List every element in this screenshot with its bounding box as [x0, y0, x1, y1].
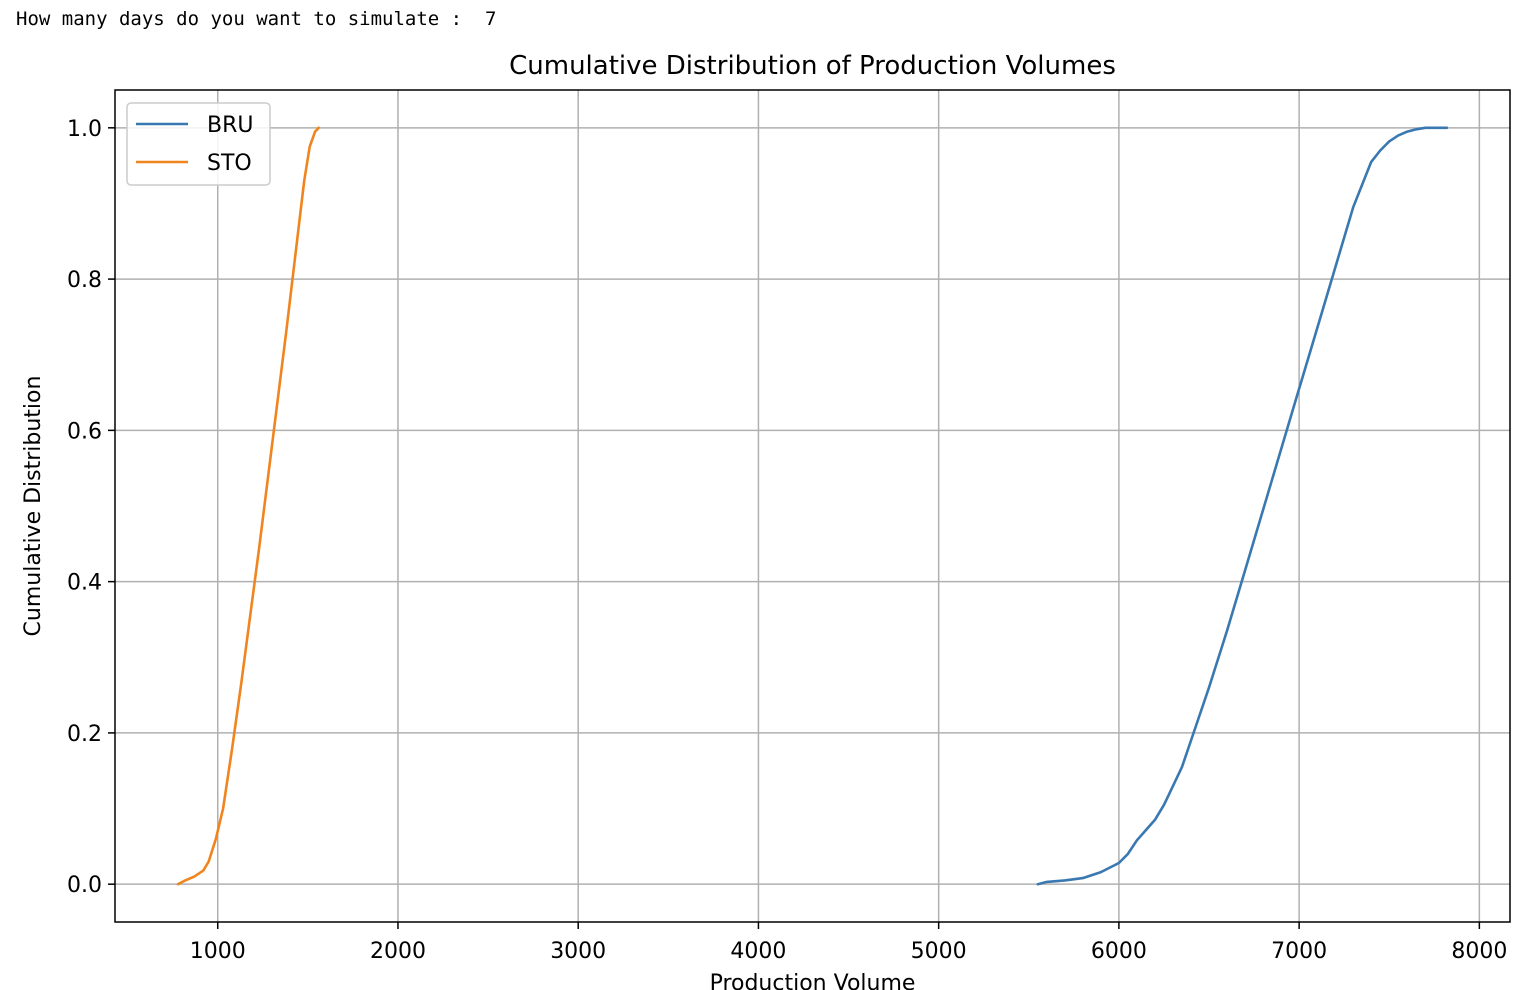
- x-tick-label: 8000: [1451, 939, 1507, 964]
- y-tick-label: 1.0: [67, 117, 102, 142]
- x-tick-label: 2000: [370, 939, 426, 964]
- tick-layer: 1000 2000 3000 4000 5000 6000 7000 8000 0.0 0.2 0.…: [67, 117, 1507, 964]
- y-tick-label: 0.4: [67, 571, 102, 596]
- legend: BRU STO: [126, 102, 271, 186]
- series-line-sto: [176, 126, 321, 886]
- legend-label-bru: BRU: [207, 113, 253, 138]
- x-axis-label: Production Volume: [710, 971, 916, 990]
- grid-layer: [115, 90, 1510, 922]
- y-tick-label: 0.6: [67, 419, 102, 444]
- y-tick-label: 0.8: [67, 268, 102, 293]
- y-axis-label: Cumulative Distribution: [21, 376, 46, 637]
- chart-title: Cumulative Distribution of Production Vo…: [509, 51, 1116, 81]
- series-layer: [176, 126, 1449, 886]
- y-tick-label: 0.0: [67, 873, 102, 898]
- x-tick-label: 6000: [1091, 939, 1147, 964]
- x-tick-label: 3000: [550, 939, 606, 964]
- x-tick-label: 1000: [190, 939, 246, 964]
- x-tick-label: 5000: [911, 939, 967, 964]
- x-tick-label: 4000: [730, 939, 786, 964]
- prompt-text: How many days do you want to simulate :: [16, 8, 463, 30]
- y-tick-label: 0.2: [67, 722, 102, 747]
- input-prompt: How many days do you want to simulate : …: [16, 8, 496, 30]
- prompt-value: 7: [485, 8, 497, 30]
- x-tick-label: 7000: [1271, 939, 1327, 964]
- plot-frame: [114, 89, 1511, 923]
- series-line-bru: [1036, 126, 1449, 886]
- legend-label-sto: STO: [207, 151, 252, 176]
